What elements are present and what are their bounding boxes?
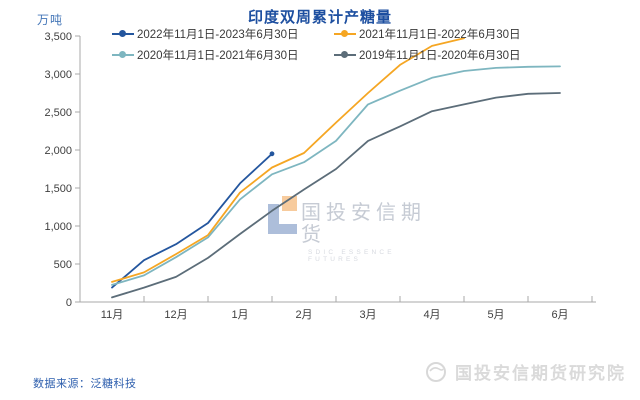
x-tick-label: 6月 [551,309,568,321]
series-line-3 [111,92,561,299]
x-tick-label: 12月 [164,309,187,321]
legend-label: 2021年11月1日-2022年6月30日 [359,28,521,41]
y-tick-label: 2,000 [44,145,72,157]
legend-item-2: 2020年11月1日-2021年6月30日 [112,44,334,65]
legend-label: 2019年11月1日-2020年6月30日 [359,49,521,62]
legend-label: 2020年11月1日-2021年6月30日 [137,49,299,62]
series-line-2 [111,65,561,286]
y-tick-label: 2,500 [44,107,72,119]
y-tick-label: 3,000 [44,69,72,81]
legend-item-1: 2021年11月1日-2022年6月30日 [334,23,592,44]
y-axis-unit-label: 万吨 [37,13,64,27]
x-tick-label: 2月 [295,309,312,321]
brand-logo-icon [426,362,446,382]
x-tick-label: 4月 [423,309,440,321]
legend-marker-icon [334,29,356,38]
y-tick-label: 1,500 [44,183,72,195]
watermark-subtitle: SDIC ESSENCE FUTURES [308,249,395,263]
y-tick-label: 500 [54,259,72,271]
x-tick-label: 11月 [101,309,123,321]
y-tick-label: 0 [66,297,72,309]
legend-item-0: 2022年11月1日-2023年6月30日 [112,23,334,44]
legend-item-3: 2019年11月1日-2020年6月30日 [334,44,592,65]
y-tick-label: 1,000 [44,221,72,233]
legend-label: 2022年11月1日-2023年6月30日 [137,28,299,41]
series-line-0 [111,152,273,289]
x-tick-label: 1月 [231,309,248,321]
watermark-text: 国投安信期货 [300,202,426,246]
legend-marker-icon [112,50,134,59]
series-line-1 [111,37,465,283]
y-tick-label: 3,500 [44,31,72,43]
series-end-dot-0 [269,151,275,157]
legend: 2022年11月1日-2023年6月30日 2021年11月1日-2022年6月3… [112,23,592,65]
legend-marker-icon [334,50,356,59]
watermark: 国投安信期货 SDIC ESSENCE FUTURES [262,194,447,263]
x-tick-label: 5月 [487,309,504,321]
chart-title: 印度双周累计产糖量 [247,9,392,26]
x-tick-label: 3月 [359,309,376,321]
data-source-note: 数据来源：泛糖科技 [33,378,137,390]
legend-marker-icon [112,29,134,38]
brand-footer: 国投安信期货研究院 [423,358,626,384]
watermark-logo-icon [268,196,297,234]
brand-text: 国投安信期货研究院 [455,363,626,383]
line-chart: 0 500 1,000 1,500 2,000 2,500 3,000 3,500 11月 12月… [44,31,596,321]
